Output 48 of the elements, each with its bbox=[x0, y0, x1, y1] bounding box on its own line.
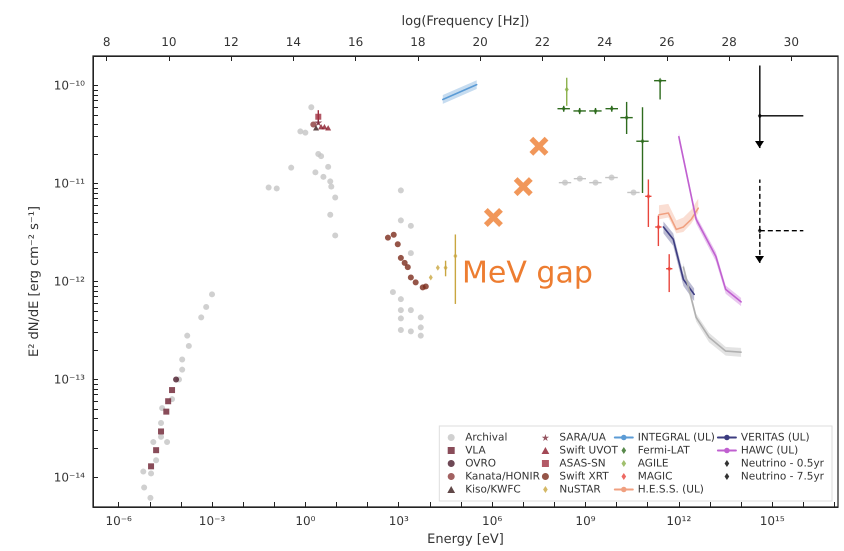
legend-label: VERITAS (UL) bbox=[740, 432, 810, 444]
y-tick-label: 10⁻¹² bbox=[54, 274, 86, 288]
legend-label: ASAS-SN bbox=[559, 458, 606, 470]
x2-axis-title: log(Frequency [Hz]) bbox=[402, 14, 530, 29]
legend-label: INTEGRAL (UL) bbox=[638, 432, 715, 444]
x-tick-label: 10¹⁵ bbox=[760, 514, 785, 528]
x2-tick-label: 28 bbox=[721, 35, 737, 49]
x2-tick-label: 18 bbox=[410, 35, 426, 49]
legend-label: VLA bbox=[465, 444, 486, 456]
legend-label: Neutrino - 7.5yr bbox=[740, 470, 825, 482]
x2-tick-label: 8 bbox=[102, 35, 111, 49]
x2-tick-label: 26 bbox=[659, 35, 674, 49]
x2-tick-label: 12 bbox=[224, 35, 239, 49]
legend-label: HAWC (UL) bbox=[740, 444, 798, 456]
legend-label: MAGIC bbox=[638, 470, 672, 482]
legend-label: AGILE bbox=[638, 458, 669, 470]
x2-tick-label: 22 bbox=[534, 35, 550, 49]
y-tick-label: 10⁻¹⁴ bbox=[54, 470, 86, 484]
y-tick-label: 10⁻¹¹ bbox=[54, 176, 86, 190]
y-tick-label: 10⁻¹³ bbox=[54, 372, 86, 386]
legend-label: Archival bbox=[465, 432, 508, 444]
y-tick-label: 10⁻¹⁰ bbox=[54, 78, 86, 92]
x2-tick-label: 24 bbox=[596, 35, 612, 49]
legend-label: Neutrino - 0.5yr bbox=[740, 458, 825, 470]
x2-tick-label: 16 bbox=[348, 35, 364, 49]
legend-label: SARA/UA bbox=[559, 432, 607, 444]
legend-label: NuSTAR bbox=[559, 484, 601, 496]
x-tick-label: 10⁶ bbox=[482, 514, 502, 528]
legend-label: Swift XRT bbox=[559, 470, 610, 482]
legend-label: Kiso/KWFC bbox=[465, 484, 521, 496]
annotation: MeV gap bbox=[462, 256, 593, 290]
x2-tick-label: 10 bbox=[161, 35, 177, 49]
x2-tick-label: 14 bbox=[286, 35, 302, 49]
legend-label: OVRO bbox=[465, 458, 496, 470]
y-axis-title: E² dN/dE [erg cm⁻² s⁻¹] bbox=[27, 206, 42, 358]
x2-tick-label: 30 bbox=[784, 35, 799, 49]
x-tick-label: 10⁰ bbox=[295, 514, 316, 528]
x-tick-label: 10³ bbox=[388, 514, 409, 528]
x-tick-label: 10⁻³ bbox=[198, 514, 226, 528]
x-axis-title: Energy [eV] bbox=[427, 532, 504, 547]
x-tick-label: 10¹² bbox=[666, 514, 692, 528]
x-tick-label: 10⁹ bbox=[575, 514, 596, 528]
legend-label: Fermi-LAT bbox=[638, 444, 690, 456]
legend-label: H.E.S.S. (UL) bbox=[638, 484, 704, 496]
legend-label: Swift UVOT bbox=[559, 444, 618, 456]
x2-tick-label: 20 bbox=[472, 35, 488, 49]
legend-label: Kanata/HONIR bbox=[465, 470, 540, 482]
x-tick-label: 10⁻⁶ bbox=[105, 514, 132, 528]
